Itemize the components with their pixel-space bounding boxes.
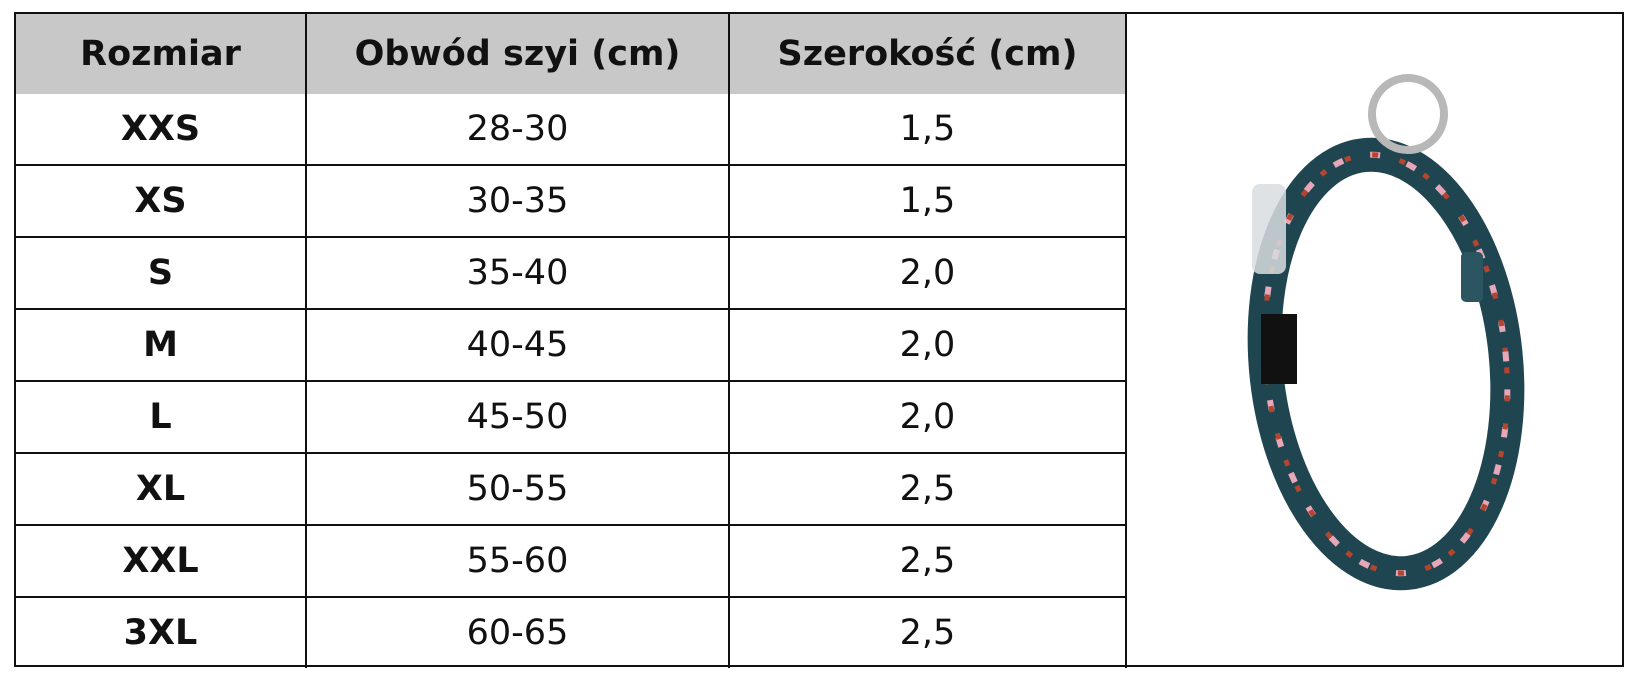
size-cell: S xyxy=(16,236,307,310)
size-cell: L xyxy=(16,380,307,454)
value-cell: 30-35 xyxy=(305,164,730,238)
table-row: XXS 28-30 1,5 xyxy=(16,94,1127,166)
value-cell: 60-65 xyxy=(305,596,730,668)
header-cell: Rozmiar xyxy=(16,14,307,94)
value-cell: 50-55 xyxy=(305,452,730,526)
value-cell: 2,5 xyxy=(728,596,1127,668)
value-cell: 2,0 xyxy=(728,308,1127,382)
value-cell: 2,0 xyxy=(728,236,1127,310)
value-cell: 45-50 xyxy=(305,380,730,454)
value-cell: 2,5 xyxy=(728,452,1127,526)
header-cell: Szerokość (cm) xyxy=(728,14,1127,94)
table-row: S 35-40 2,0 xyxy=(16,236,1127,310)
value-cell: 40-45 xyxy=(305,308,730,382)
header-cell: Obwód szyi (cm) xyxy=(305,14,730,94)
table-row: XXL 55-60 2,5 xyxy=(16,524,1127,598)
table-row: M 40-45 2,0 xyxy=(16,308,1127,382)
table-row: XS 30-35 1,5 xyxy=(16,164,1127,238)
value-cell: 1,5 xyxy=(728,164,1127,238)
header-row: Rozmiar Obwód szyi (cm) Szerokość (cm) xyxy=(16,14,1127,94)
table-row: 3XL 60-65 2,5 xyxy=(16,596,1127,668)
table-row: L 45-50 2,0 xyxy=(16,380,1127,454)
size-cell: XL xyxy=(16,452,307,526)
size-cell: 3XL xyxy=(16,596,307,668)
size-table: Rozmiar Obwód szyi (cm) Szerokość (cm) XXS… xyxy=(16,14,1127,668)
value-cell: 35-40 xyxy=(305,236,730,310)
size-cell: XXL xyxy=(16,524,307,598)
table-row: XL 50-55 2,5 xyxy=(16,452,1127,526)
size-chart: Rozmiar Obwód szyi (cm) Szerokość (cm) XXS… xyxy=(14,12,1624,668)
size-cell: M xyxy=(16,308,307,382)
value-cell: 2,5 xyxy=(728,524,1127,598)
size-cell: XXS xyxy=(16,94,307,166)
value-cell: 55-60 xyxy=(305,524,730,598)
value-cell: 28-30 xyxy=(305,94,730,166)
value-cell: 2,0 xyxy=(728,380,1127,454)
collar-photo xyxy=(1247,74,1525,591)
value-cell: 1,5 xyxy=(728,94,1127,166)
size-cell: XS xyxy=(16,164,307,238)
